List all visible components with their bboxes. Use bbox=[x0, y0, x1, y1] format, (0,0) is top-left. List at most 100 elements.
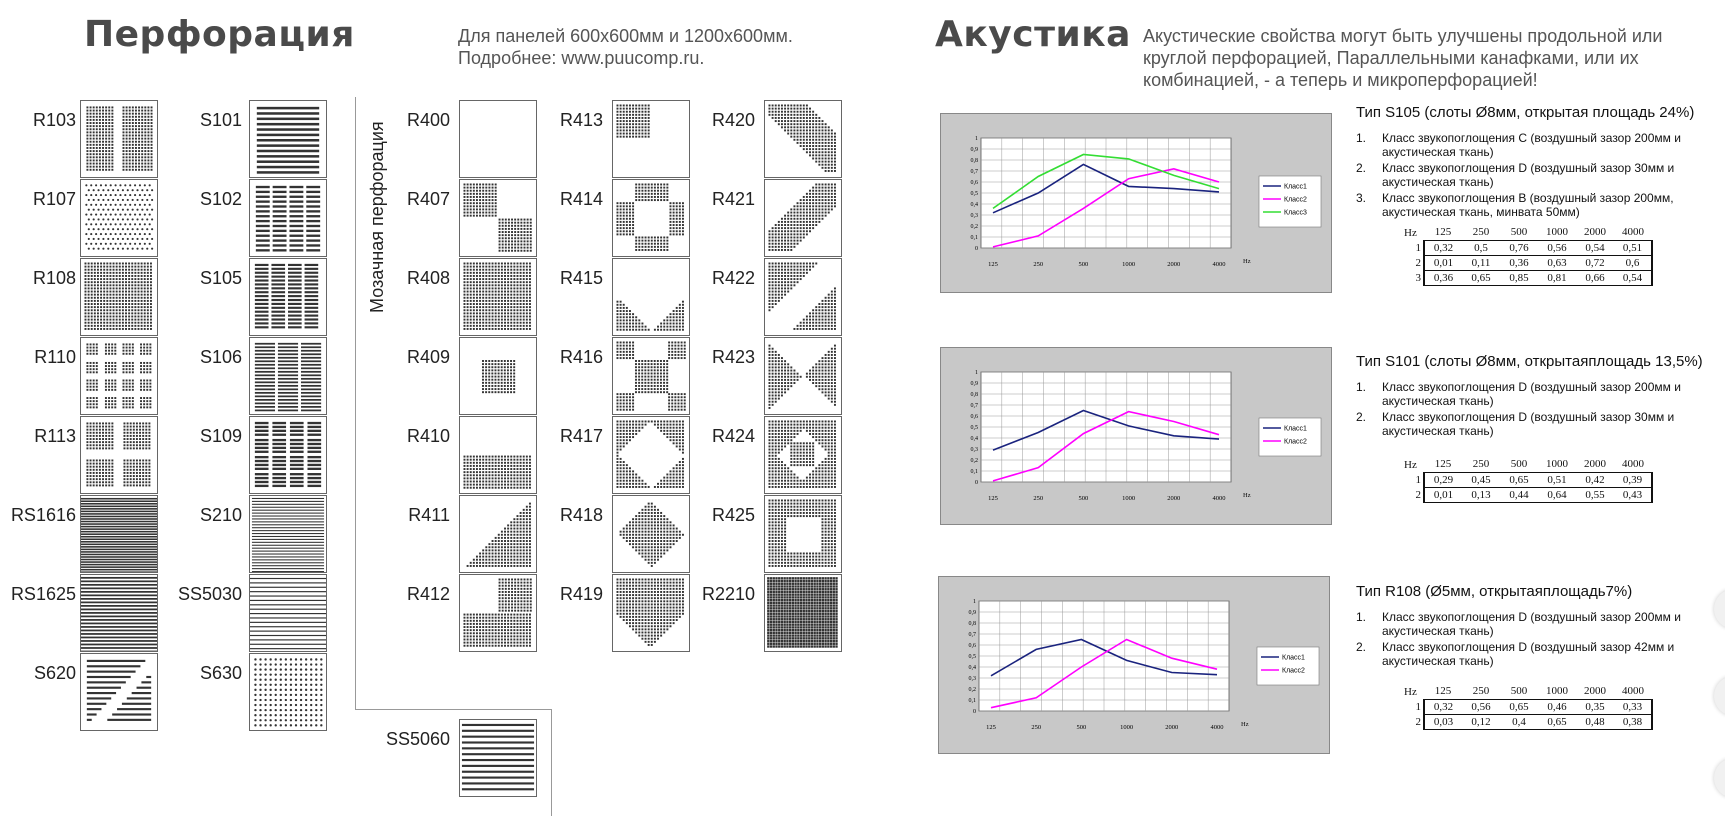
x-tick-label: 250 bbox=[1033, 261, 1043, 268]
x-axis-label: Hz bbox=[1241, 721, 1249, 728]
note-text: Класс звукопоглощения D (воздушный зазор… bbox=[1382, 161, 1675, 189]
table-cell: 0,03 bbox=[1423, 713, 1462, 730]
acoustic-chart-1: 0 0,1 0,2 0,3 0,4 0,5 0,6 0,7 0,8 0,9 1 125 250 500 10… bbox=[940, 113, 1332, 293]
pattern-label-s106: S106 bbox=[199, 347, 242, 367]
pattern-label-r113: R113 bbox=[34, 426, 76, 446]
y-tick-label: 0,7 bbox=[971, 169, 979, 175]
table-cell: 0,76 bbox=[1500, 239, 1538, 256]
chart-type-title: Тип S105 (слоты Ø8мм, открытая площадь 2… bbox=[1356, 104, 1695, 121]
table-cell: 0,33 bbox=[1614, 698, 1653, 715]
note-item: 3. Класс звукопоглощения B (воздушный заз… bbox=[1356, 191, 1682, 219]
pattern-label-r423: R423 bbox=[711, 347, 755, 367]
y-tick-label: 0,5 bbox=[969, 654, 977, 660]
table-freq-header: 500 bbox=[1510, 458, 1528, 471]
table-cell: 0,12 bbox=[1462, 713, 1500, 730]
y-tick-label: 0,2 bbox=[971, 224, 979, 230]
pattern-swatch-ss5060 bbox=[459, 719, 537, 797]
pattern-label-rs1616: RS1616 bbox=[10, 505, 76, 525]
table-freq-header: 1000 bbox=[1546, 458, 1568, 471]
acoustic-chart-3: 0 0,1 0,2 0,3 0,4 0,5 0,6 0,7 0,8 0,9 1 125 250 500 10… bbox=[938, 576, 1330, 754]
table-row-id: 1 bbox=[1415, 473, 1422, 486]
pattern-label-r407: R407 bbox=[406, 189, 450, 209]
pattern-swatch-r409 bbox=[459, 337, 537, 415]
table-cell: 0,32 bbox=[1423, 239, 1462, 256]
pattern-label-r103: R103 bbox=[32, 110, 76, 130]
table-cell: 0,63 bbox=[1538, 254, 1576, 271]
table-cell: 0,36 bbox=[1423, 269, 1462, 286]
table-row: 2 0,01 0,11 0,36 0,63 0,72 0,6 bbox=[1400, 254, 1653, 271]
table-freq-header: 125 bbox=[1434, 685, 1452, 698]
chart-svg-1: 0 0,1 0,2 0,3 0,4 0,5 0,6 0,7 0,8 0,9 1 125 250 500 10… bbox=[971, 136, 1322, 268]
note-text: Класс звукопоглощения D (воздушный зазор… bbox=[1382, 610, 1681, 638]
series-line-2 bbox=[992, 167, 1220, 248]
pattern-swatch-r425 bbox=[764, 495, 842, 573]
y-tick-label: 0,4 bbox=[971, 436, 979, 442]
edge-nav-dot-1[interactable] bbox=[1714, 589, 1725, 629]
table-cell: 0,66 bbox=[1576, 269, 1614, 286]
table-row: 1 0,32 0,5 0,76 0,56 0,54 0,51 bbox=[1400, 239, 1653, 256]
pattern-label-ss5030: SS5030 bbox=[177, 584, 242, 604]
pattern-label-r417: R417 bbox=[559, 426, 603, 446]
table-cell: 0,55 bbox=[1576, 486, 1614, 503]
pattern-swatch-s102 bbox=[249, 179, 327, 257]
note-text: Класс звукопоглощения B (воздушный зазор… bbox=[1382, 191, 1674, 219]
pattern-swatch-r400 bbox=[459, 100, 537, 178]
table-freq-header: 500 bbox=[1510, 685, 1528, 698]
pattern-label-s105: S105 bbox=[199, 268, 242, 288]
table-cell: 0,42 bbox=[1576, 471, 1614, 488]
table-cell: 0,29 bbox=[1423, 471, 1462, 488]
pattern-label-r107: R107 bbox=[32, 189, 76, 209]
table-freq-header: 4000 bbox=[1622, 685, 1644, 698]
table-cell: 0,56 bbox=[1538, 239, 1576, 256]
pattern-label-r411: R411 bbox=[408, 505, 450, 525]
y-tick-label: 0,5 bbox=[971, 425, 979, 431]
y-tick-label: 1 bbox=[975, 370, 978, 376]
table-cell: 0,39 bbox=[1614, 471, 1653, 488]
x-tick-label: 1000 bbox=[1122, 495, 1135, 502]
edge-nav-dot-3[interactable] bbox=[1714, 758, 1725, 798]
y-tick-label: 0,5 bbox=[971, 191, 979, 197]
edge-nav-dot-2[interactable] bbox=[1714, 676, 1725, 716]
pattern-label-s101: S101 bbox=[199, 110, 242, 130]
table-cell: 0,51 bbox=[1538, 471, 1576, 488]
x-tick-label: 2000 bbox=[1167, 495, 1180, 502]
legend-label: Класс1 bbox=[1284, 184, 1307, 191]
y-tick-label: 0,6 bbox=[971, 180, 979, 186]
acoustic-chart-2: 0 0,1 0,2 0,3 0,4 0,5 0,6 0,7 0,8 0,9 1 125 250 500 10… bbox=[940, 347, 1332, 525]
y-tick-label: 0,6 bbox=[971, 414, 979, 420]
pattern-swatch-r424 bbox=[764, 416, 842, 494]
y-tick-label: 1 bbox=[973, 599, 976, 605]
pattern-swatch-r420 bbox=[764, 100, 842, 178]
pattern-label-r2210: R2210 bbox=[701, 584, 755, 604]
y-tick-label: 0,2 bbox=[969, 687, 977, 693]
pattern-swatch-r110 bbox=[80, 337, 158, 415]
table-cell: 0,56 bbox=[1462, 698, 1500, 715]
pattern-swatch-r415 bbox=[612, 258, 690, 336]
table-cell: 0,35 bbox=[1576, 698, 1614, 715]
note-text: Класс звукопоглощения D (воздушный зазор… bbox=[1382, 640, 1675, 668]
table-cell: 0,65 bbox=[1500, 698, 1538, 715]
pattern-label-rs1625: RS1625 bbox=[10, 584, 76, 604]
pattern-swatch-r418 bbox=[612, 495, 690, 573]
pattern-label-r400: R400 bbox=[406, 110, 450, 130]
pattern-label-s109: S109 bbox=[199, 426, 242, 446]
series-line-2 bbox=[992, 410, 1220, 482]
x-tick-label: 1000 bbox=[1122, 261, 1135, 268]
pattern-label-r412: R412 bbox=[406, 584, 450, 604]
table-freq-header: 1000 bbox=[1546, 685, 1568, 698]
mosaic-divider-vertical-2 bbox=[551, 709, 552, 816]
chart-notes: 1. Класс звукопоглощения C (воздушный заз… bbox=[1356, 131, 1682, 221]
table-cell: 0,46 bbox=[1538, 698, 1576, 715]
y-tick-label: 1 bbox=[975, 136, 978, 142]
pattern-swatch-r407 bbox=[459, 179, 537, 257]
x-tick-label: 250 bbox=[1031, 724, 1041, 731]
table-hz-label: Hz bbox=[1404, 226, 1417, 239]
x-tick-label: 500 bbox=[1077, 724, 1087, 731]
pattern-label-r416: R416 bbox=[559, 347, 603, 367]
legend-label: Класс2 bbox=[1282, 668, 1305, 675]
pattern-swatch-rs1616 bbox=[80, 495, 158, 573]
table-freq-header: 250 bbox=[1472, 685, 1490, 698]
y-tick-label: 0,8 bbox=[969, 621, 977, 627]
pattern-label-r419: R419 bbox=[559, 584, 603, 604]
x-axis-label: Hz bbox=[1243, 492, 1251, 499]
